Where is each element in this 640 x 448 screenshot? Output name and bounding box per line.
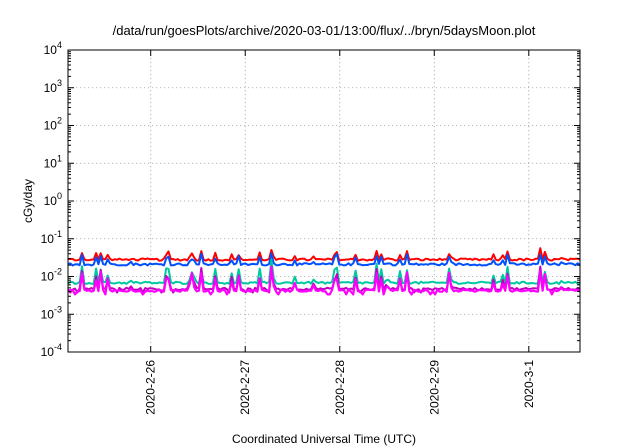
x-axis-ticks: 2020-2-26 2020-2-27 2020-2-28 2020-2-29 2020… (144, 50, 536, 415)
y-tick-label: 100 (44, 191, 62, 208)
y-tick-label: 10-1 (41, 229, 62, 246)
y-tick-label: 102 (44, 116, 62, 133)
x-tick-label: 2020-2-26 (144, 360, 158, 415)
y-tick-label: 104 (44, 40, 62, 57)
y-axis-label: cGy/day (21, 179, 35, 223)
series-line (67, 265, 581, 294)
x-axis-label: Coordinated Universal Time (UTC) (232, 432, 416, 446)
series-line (67, 265, 581, 296)
x-tick-label: 2020-3-1 (522, 360, 536, 408)
series-line (67, 252, 581, 267)
x-tick-label: 2020-2-28 (333, 360, 347, 415)
x-tick-label: 2020-2-29 (427, 360, 441, 415)
y-axis-ticks: 10-4 10-3 10-2 10-1 100 101 102 103 104 (41, 40, 580, 359)
y-tick-label: 10-3 (41, 304, 62, 321)
grid (68, 50, 580, 352)
y-tick-label: 103 (44, 78, 62, 95)
x-tick-label: 2020-2-27 (238, 360, 252, 415)
series-line (67, 258, 581, 285)
y-tick-label: 10-4 (41, 342, 62, 359)
series-line (67, 247, 581, 262)
series-lines (67, 247, 581, 296)
y-tick-label: 101 (44, 153, 62, 170)
y-tick-label: 10-2 (41, 267, 62, 284)
chart-title: /data/run/goesPlots/archive/2020-03-01/1… (113, 23, 536, 38)
